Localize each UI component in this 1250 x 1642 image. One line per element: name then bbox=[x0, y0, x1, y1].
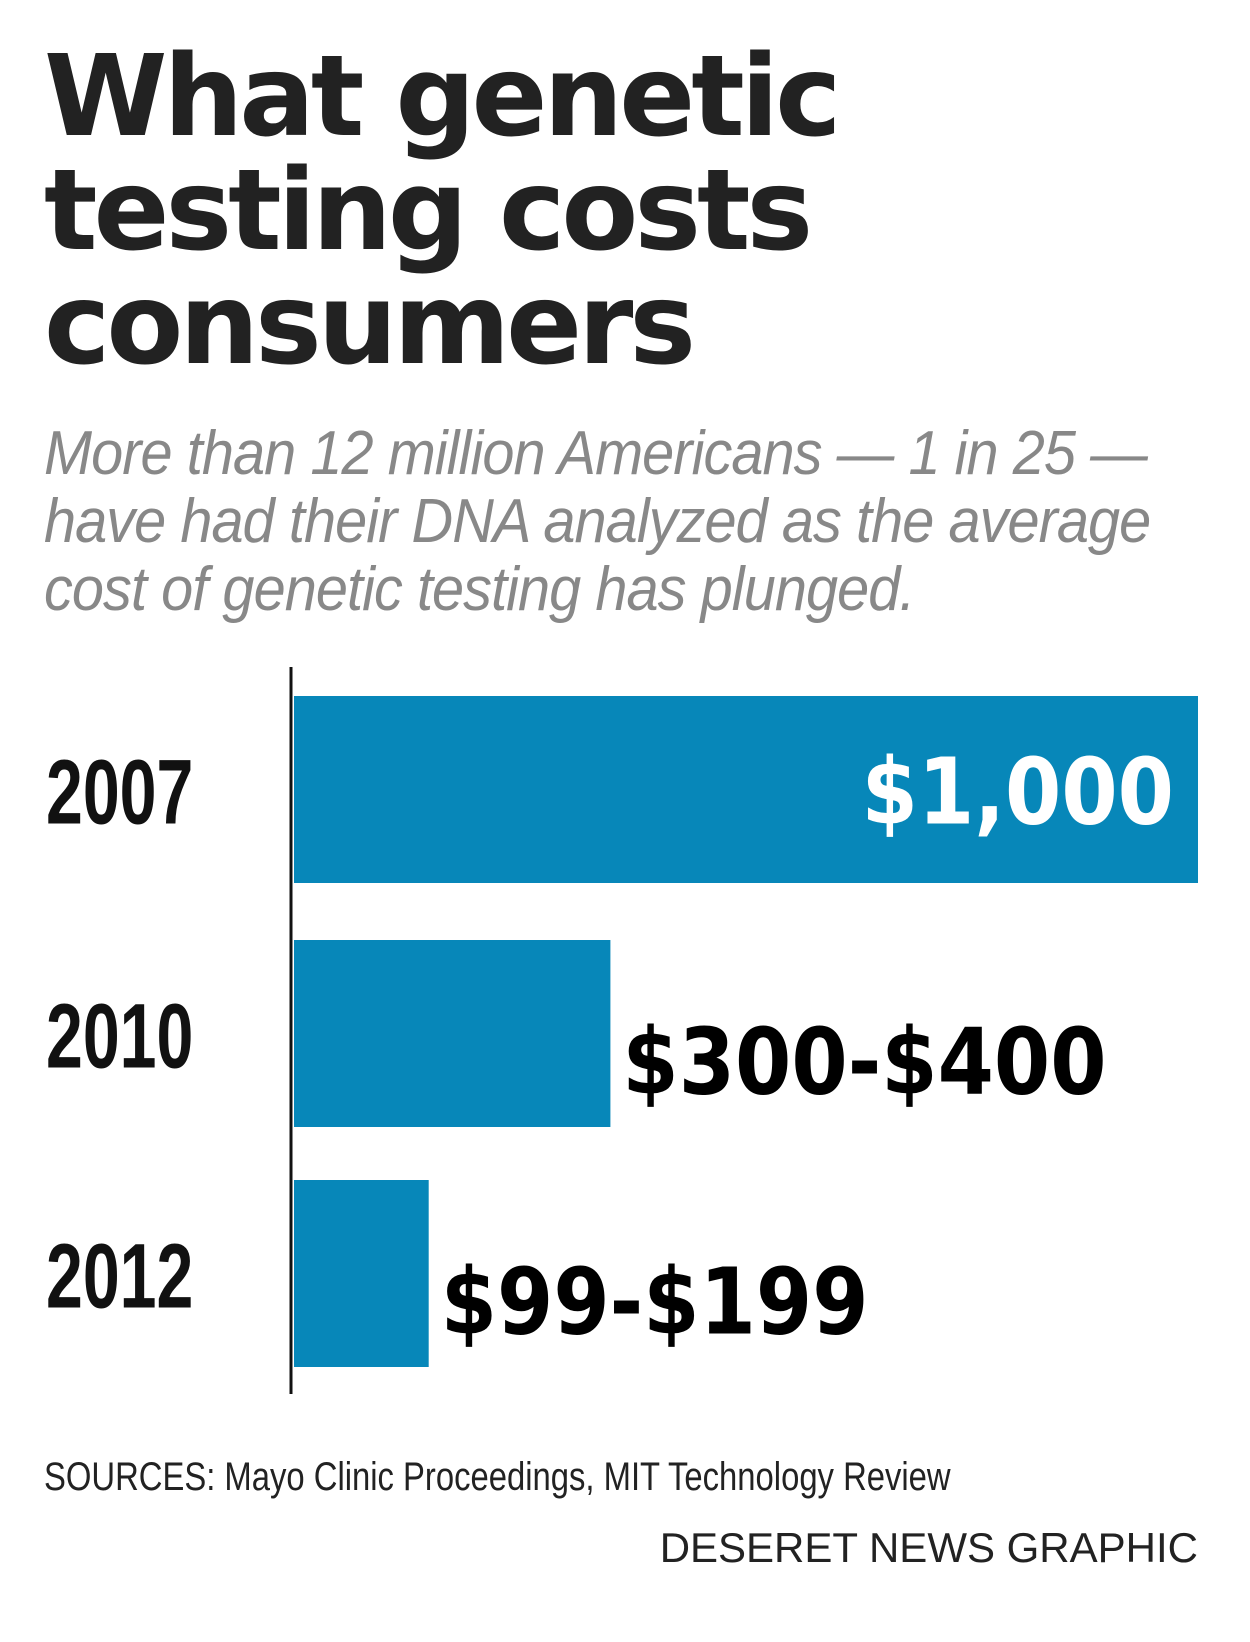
value-label-2010: $300-$400 bbox=[622, 1010, 1106, 1116]
bar-2007 bbox=[294, 696, 1198, 883]
chart-subtitle: More than 12 million Americans — 1 in 25… bbox=[44, 419, 1151, 624]
bar-2012 bbox=[294, 1180, 429, 1367]
bar-2010 bbox=[294, 940, 611, 1127]
year-label-2010: 2010 bbox=[46, 984, 193, 1087]
credit-line: DESERET NEWS GRAPHIC bbox=[659, 1524, 1198, 1571]
value-label-2012: $99-$199 bbox=[441, 1250, 869, 1356]
title-text: What genetic testing costs consumers bbox=[44, 32, 842, 390]
sources-note: SOURCES: Mayo Clinic Proceedings, MIT Te… bbox=[44, 1455, 951, 1499]
chart-title: What genetic testing costs consumers bbox=[44, 40, 864, 382]
value-label-2007: $1,000 bbox=[862, 740, 1174, 846]
year-label-2007: 2007 bbox=[46, 740, 193, 843]
year-label-2012: 2012 bbox=[46, 1224, 193, 1327]
